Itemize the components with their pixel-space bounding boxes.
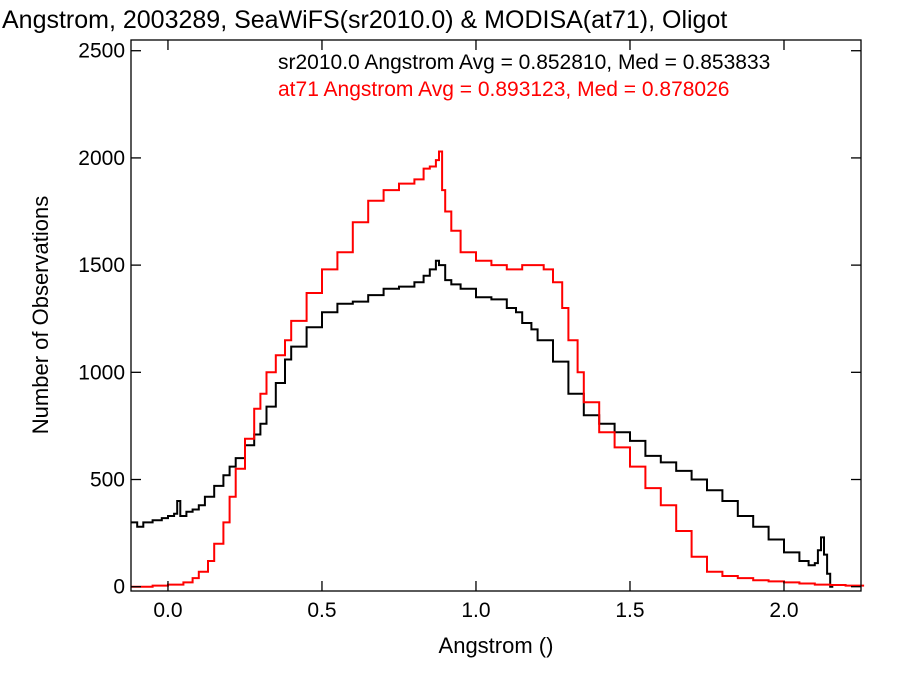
x-tick-label: 2.0 <box>769 599 798 622</box>
annotation-at71-stats: at71 Angstrom Avg = 0.893123, Med = 0.87… <box>278 78 729 101</box>
y-tick-label: 2000 <box>78 147 125 170</box>
x-tick-label: 0.5 <box>307 599 336 622</box>
x-tick-label: 0.0 <box>153 599 182 622</box>
y-tick-label: 1500 <box>78 254 125 277</box>
series-line-0 <box>131 259 834 588</box>
y-tick-label: 2500 <box>78 40 125 63</box>
x-axis-title: Angstrom () <box>439 633 554 658</box>
y-tick-label: 0 <box>113 576 125 599</box>
chart-title: Angstrom, 2003289, SeaWiFS(sr2010.0) & M… <box>2 6 727 34</box>
y-tick-label: 500 <box>90 469 125 492</box>
plot-frame <box>130 39 862 592</box>
y-axis-title: Number of Observations <box>28 196 53 434</box>
annotation-sr2010-stats: sr2010.0 Angstrom Avg = 0.852810, Med = … <box>278 51 770 74</box>
series-layer <box>131 150 865 588</box>
y-tick-label: 1000 <box>78 361 125 384</box>
x-tick-label: 1.0 <box>461 599 490 622</box>
series-line-1 <box>131 150 865 588</box>
x-axis: 0.0 0.5 1.0 1.5 2.0 <box>153 40 799 622</box>
y-axis: 0 500 1000 1500 2000 2500 <box>78 40 861 599</box>
x-tick-label: 1.5 <box>615 599 644 622</box>
